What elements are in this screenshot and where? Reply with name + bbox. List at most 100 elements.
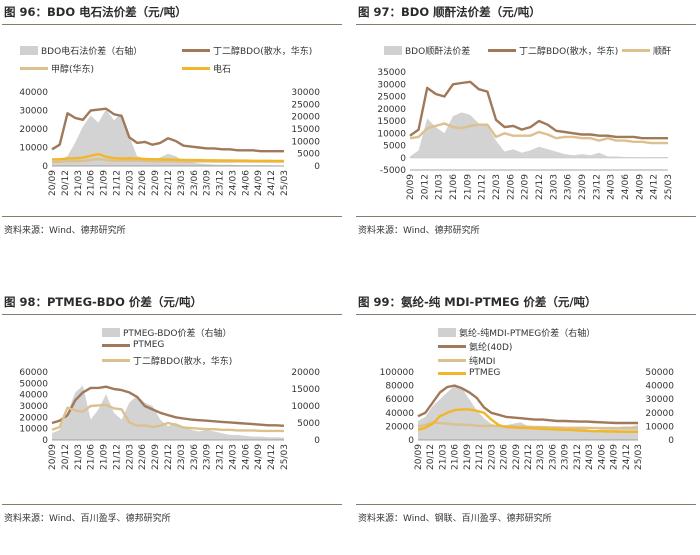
x-tick-label: 23/06 bbox=[564, 174, 574, 200]
y-left-tick-label: 0 bbox=[42, 162, 48, 172]
x-tick-label: 22/03 bbox=[487, 444, 497, 470]
y-right-tick-label: 40000 bbox=[645, 382, 674, 392]
y-left-tick-label: 5000 bbox=[383, 142, 406, 152]
x-tick-label: 22/03 bbox=[125, 170, 135, 196]
x-tick-label: 20/09 bbox=[414, 444, 424, 470]
legend-swatch bbox=[438, 345, 466, 348]
area-series bbox=[52, 109, 284, 166]
x-tick-label: 25/03 bbox=[664, 174, 674, 200]
legend-label: 电石 bbox=[213, 65, 232, 75]
x-tick-label: 23/03 bbox=[549, 174, 559, 200]
x-tick-label: 24/06 bbox=[241, 170, 251, 196]
y-right-tick-label: 30000 bbox=[291, 88, 320, 98]
x-tick-label: 24/06 bbox=[241, 444, 251, 470]
x-tick-label: 24/03 bbox=[228, 170, 238, 196]
x-tick-label: 22/06 bbox=[500, 444, 510, 470]
line-series bbox=[51, 152, 284, 163]
x-tick-label: 21/06 bbox=[87, 170, 97, 196]
legend-swatch bbox=[102, 343, 130, 347]
legend-swatch bbox=[182, 67, 210, 70]
x-tick-label: 22/09 bbox=[151, 170, 161, 196]
x-tick-label: 21/03 bbox=[74, 444, 84, 470]
x-tick-label: 22/06 bbox=[138, 444, 148, 470]
legend-swatch bbox=[438, 371, 466, 375]
x-tick-label: 23/06 bbox=[548, 444, 558, 470]
legend-swatch bbox=[20, 67, 48, 70]
chart-title: 图 99：氨纶-纯 MDI-PTMEG 价差（元/吨） bbox=[358, 295, 597, 309]
x-tick-label: 23/09 bbox=[578, 174, 588, 200]
legend-swatch bbox=[182, 49, 210, 52]
x-tick-label: 25/03 bbox=[280, 170, 290, 196]
source-divider bbox=[2, 216, 342, 217]
x-tick-label: 20/12 bbox=[61, 444, 71, 470]
chart-svg: -5000 0 5000 10000 15000 20000 25000 30000 35000… bbox=[377, 68, 674, 200]
legend-swatch bbox=[488, 49, 516, 52]
y-right-tick-label: 0 bbox=[314, 162, 320, 172]
x-tick-label: 20/12 bbox=[426, 444, 436, 470]
x-tick-label: 22/12 bbox=[164, 444, 174, 470]
y-left-tick-label: 80000 bbox=[385, 382, 414, 392]
y-left-tick-label: 20000 bbox=[385, 422, 414, 432]
y-right-tick-label: 15000 bbox=[291, 125, 320, 135]
legend: BDO电石法价差（右轴） 丁二醇BDO(散水，华东) 甲醇(华东) 电石 bbox=[2, 0, 342, 80]
y-left-tick-label: 0 bbox=[42, 436, 48, 446]
y-left-tick-label: -5000 bbox=[380, 166, 406, 176]
chart-title: 图 96：BDO 电石法价差（元/吨） bbox=[4, 5, 187, 19]
x-tick-label: 24/09 bbox=[254, 444, 264, 470]
x-tick-label: 21/09 bbox=[100, 170, 110, 196]
legend-swatch bbox=[102, 328, 120, 337]
x-tick-label: 21/12 bbox=[112, 170, 122, 196]
legend-label: 氨纶(40D) bbox=[469, 343, 513, 353]
legend-swatch bbox=[384, 46, 402, 55]
legend-item: 丁二醇BDO(散水，华东) bbox=[488, 44, 618, 57]
x-tick-label: 22/09 bbox=[521, 174, 531, 200]
source-divider bbox=[356, 216, 696, 217]
line-series bbox=[417, 384, 638, 425]
legend-item: 电石 bbox=[182, 62, 231, 75]
y-right-tick-label: 20000 bbox=[291, 113, 320, 123]
chart-panel-bdo-carbide: 图 96：BDO 电石法价差（元/吨） BDO电石法价差（右轴） 丁二醇BDO(… bbox=[2, 0, 342, 265]
y-left-tick-label: 40000 bbox=[385, 409, 414, 419]
y-left-tick-label: 60000 bbox=[385, 395, 414, 405]
x-tick-label: 21/12 bbox=[112, 444, 122, 470]
source-divider bbox=[356, 504, 696, 505]
x-tick-label: 20/12 bbox=[61, 170, 71, 196]
y-left-tick-label: 60000 bbox=[19, 368, 48, 378]
x-tick-label: 20/09 bbox=[406, 174, 416, 200]
title-divider bbox=[356, 314, 696, 315]
x-tick-label: 21/09 bbox=[100, 444, 110, 470]
y-left-tick-label: 35000 bbox=[377, 68, 406, 78]
legend-swatch bbox=[438, 359, 466, 362]
legend-swatch bbox=[622, 49, 650, 52]
legend: PTMEG-BDO价差（右轴） PTMEG 丁二醇BDO(散水，华东) bbox=[2, 290, 342, 370]
y-right-tick-label: 30000 bbox=[645, 395, 674, 405]
x-tick-label: 23/12 bbox=[592, 174, 602, 200]
y-left-tick-label: 15000 bbox=[377, 117, 406, 127]
legend-label: 丁二醇BDO(散水，华东) bbox=[213, 47, 313, 57]
x-tick-label: 24/12 bbox=[267, 170, 277, 196]
x-tick-label: 21/03 bbox=[435, 174, 445, 200]
chart-svg: 0 10000 20000 30000 40000 0 5000 10000 15000 2000… bbox=[19, 88, 320, 196]
y-right-tick-label: 5000 bbox=[297, 419, 320, 429]
y-left-tick-label: 40000 bbox=[19, 391, 48, 401]
legend-item: 氨纶-纯MDI-PTMEG价差（右轴） bbox=[438, 326, 595, 339]
x-tick-label: 21/09 bbox=[463, 444, 473, 470]
x-tick-label: 24/09 bbox=[254, 170, 264, 196]
legend-swatch bbox=[102, 359, 130, 362]
legend-label: PTMEG bbox=[469, 368, 501, 378]
area-series bbox=[52, 385, 284, 440]
title-divider bbox=[2, 314, 342, 315]
x-tick-label: 23/12 bbox=[216, 170, 226, 196]
y-left-tick-label: 10000 bbox=[19, 425, 48, 435]
x-tick-label: 20/09 bbox=[48, 444, 58, 470]
x-tick-label: 21/06 bbox=[451, 444, 461, 470]
y-left-tick-label: 30000 bbox=[19, 402, 48, 412]
chart-svg: 0 20000 40000 60000 80000 100000 0 10000 20000 30… bbox=[380, 368, 675, 470]
x-tick-label: 22/12 bbox=[535, 174, 545, 200]
x-tick-label: 23/09 bbox=[561, 444, 571, 470]
legend-item: 丁二醇BDO(散水，华东) bbox=[102, 354, 232, 367]
x-tick-label: 21/12 bbox=[475, 444, 485, 470]
line-series bbox=[51, 385, 285, 427]
x-tick-label: 22/09 bbox=[512, 444, 522, 470]
y-left-tick-label: 25000 bbox=[377, 93, 406, 103]
